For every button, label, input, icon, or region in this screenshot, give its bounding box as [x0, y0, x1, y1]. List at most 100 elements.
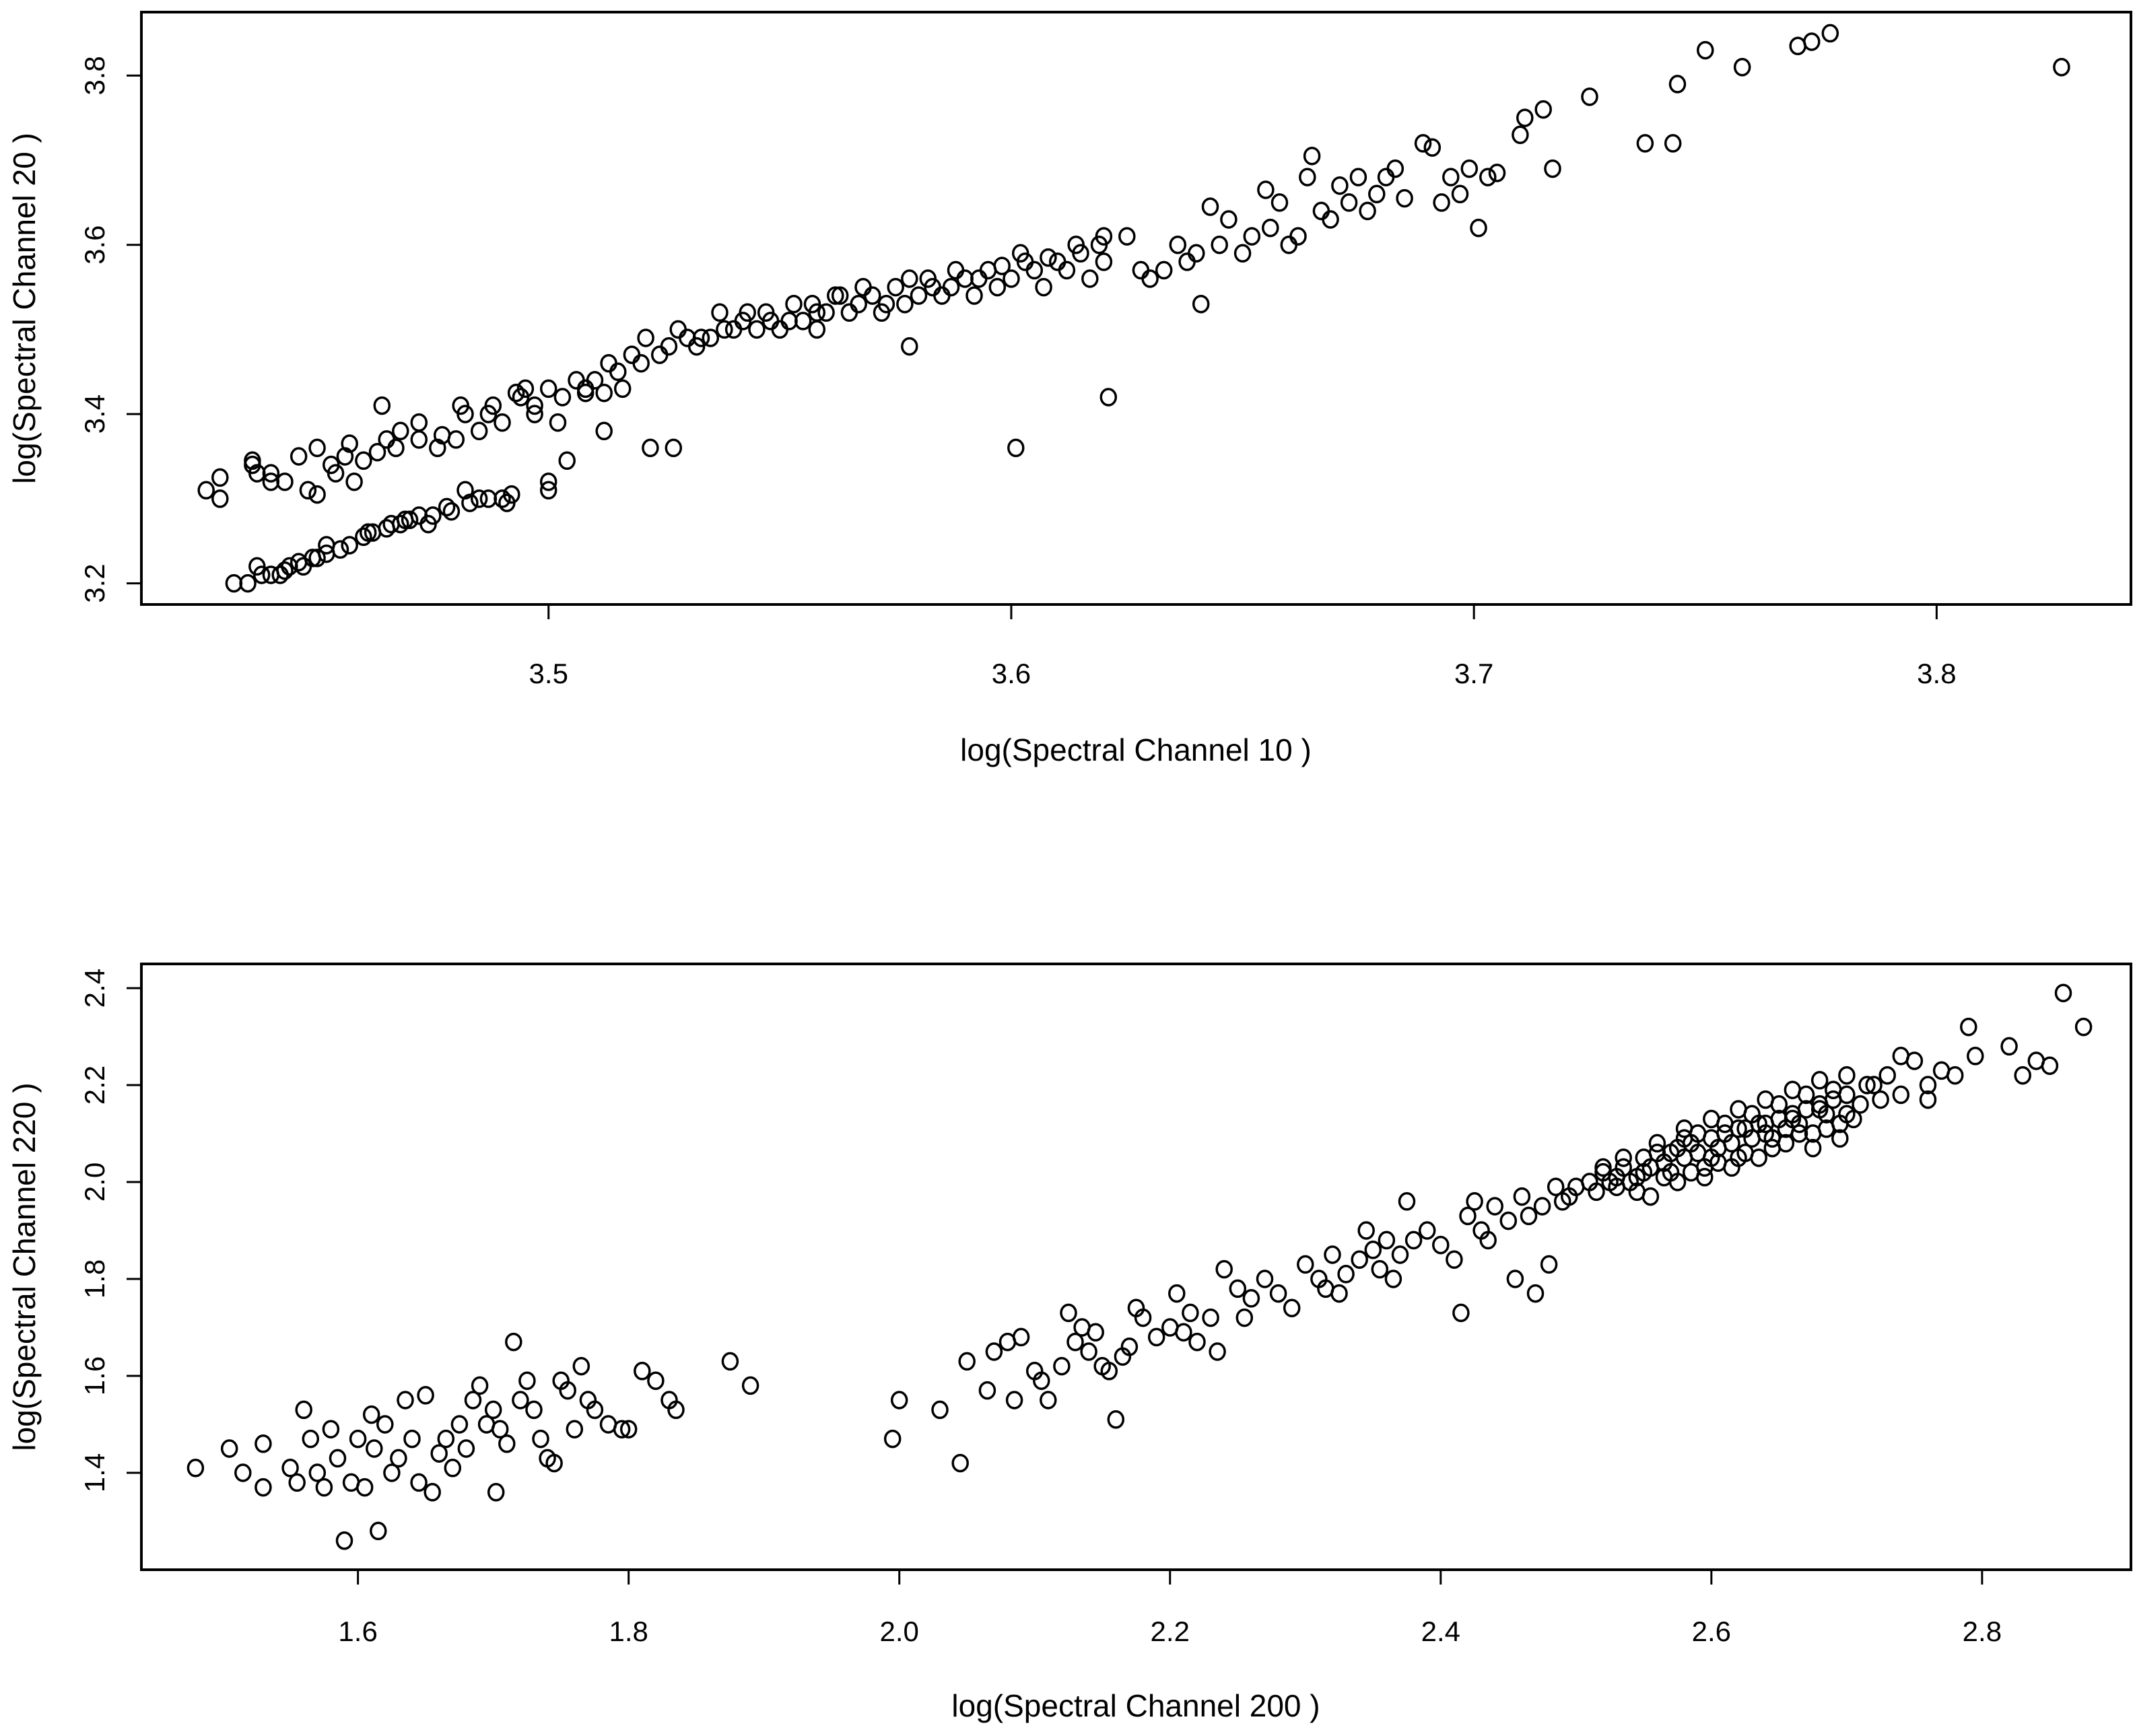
data-point: [447, 430, 465, 449]
x-tick-label: 1.6: [338, 1616, 377, 1647]
data-point: [518, 1371, 536, 1390]
data-point: [1188, 244, 1205, 263]
data-point: [355, 451, 372, 471]
data-point: [512, 1391, 529, 1410]
data-point: [748, 320, 766, 339]
data-point: [308, 438, 326, 458]
data-point: [958, 1352, 976, 1371]
data-point: [1423, 138, 1442, 157]
data-point: [461, 493, 479, 512]
data-point: [1784, 1109, 1802, 1129]
data-point: [721, 1352, 739, 1371]
data-point: [532, 1429, 549, 1449]
data-point: [1817, 1119, 1835, 1138]
data-point: [623, 345, 641, 364]
data-point: [808, 320, 826, 339]
data-point: [318, 536, 335, 555]
data-point: [376, 1415, 394, 1434]
data-point: [239, 574, 257, 593]
data-point: [423, 1483, 441, 1502]
data-point: [1155, 261, 1173, 280]
y-tick-label: 1.8: [79, 1259, 110, 1298]
data-point: [220, 1439, 238, 1458]
data-point: [1723, 1134, 1740, 1153]
data-point: [392, 421, 409, 441]
data-point: [1322, 210, 1339, 229]
data-point: [2074, 1017, 2093, 1037]
data-point: [1825, 1080, 1842, 1099]
data-point: [896, 294, 914, 314]
data-point: [370, 1521, 387, 1541]
data-point: [901, 337, 918, 356]
data-point: [667, 1400, 685, 1420]
data-point: [1821, 24, 1839, 43]
data-point: [827, 286, 844, 305]
data-point: [1459, 1206, 1477, 1226]
data-point: [1789, 36, 1806, 56]
data-point: [1349, 168, 1367, 186]
data-point: [457, 1439, 475, 1458]
y-axis-label: log(Spectral Channel 220 ): [7, 1082, 42, 1451]
data-point: [1364, 1241, 1382, 1259]
data-point: [650, 345, 669, 364]
data-point: [993, 256, 1011, 275]
data-point: [281, 1459, 299, 1478]
data-point: [1730, 1119, 1747, 1138]
data-point: [1233, 244, 1252, 263]
data-point: [410, 413, 428, 432]
data-point: [1803, 32, 1821, 51]
x-tick-label: 3.7: [1454, 658, 1493, 689]
data-point: [613, 379, 632, 398]
y-tick-label: 2.2: [79, 1066, 110, 1105]
data-point: [632, 353, 650, 373]
data-point: [1003, 269, 1020, 288]
data-point: [1209, 1342, 1226, 1361]
data-point: [1488, 164, 1506, 182]
data-point: [910, 286, 928, 305]
plot-frame: [140, 963, 2132, 1571]
data-point: [741, 1376, 759, 1395]
data-point: [558, 451, 576, 471]
data-point: [933, 286, 951, 305]
data-point: [290, 553, 308, 571]
data-point: [1168, 1284, 1186, 1303]
data-point: [1040, 248, 1057, 267]
data-point: [1588, 1182, 1605, 1202]
data-point: [1229, 1279, 1247, 1298]
data-point: [2053, 57, 2070, 77]
data-point: [1351, 1250, 1368, 1269]
data-point: [1479, 1230, 1497, 1250]
data-point: [1357, 1221, 1375, 1240]
data-point: [817, 303, 835, 322]
data-point: [323, 455, 340, 475]
data-point: [586, 1400, 604, 1420]
data-point: [487, 1483, 505, 1502]
data-point: [1067, 235, 1085, 254]
data-point: [1641, 1187, 1660, 1206]
data-point: [516, 379, 535, 398]
data-point: [1919, 1076, 1937, 1095]
data-point: [1215, 1259, 1233, 1279]
x-tick-label: 2.0: [880, 1616, 919, 1647]
data-point: [1662, 1144, 1680, 1162]
data-point: [595, 421, 613, 441]
data-point: [308, 485, 326, 504]
data-point: [988, 277, 1007, 297]
data-point: [901, 269, 918, 288]
data-point: [539, 481, 557, 500]
x-tick-label: 3.8: [1917, 658, 1956, 689]
data-point: [355, 1478, 374, 1497]
x-tick-label: 3.5: [529, 658, 568, 689]
data-point: [1664, 134, 1682, 153]
data-point: [1324, 1245, 1341, 1264]
data-point: [1095, 252, 1113, 271]
data-point: [1432, 1235, 1450, 1255]
data-point: [456, 405, 474, 423]
data-point: [978, 1381, 996, 1400]
data-point: [692, 328, 710, 347]
data-point: [1095, 227, 1113, 246]
data-point: [1256, 1270, 1274, 1288]
data-point: [1668, 1173, 1687, 1191]
data-point: [665, 438, 683, 458]
